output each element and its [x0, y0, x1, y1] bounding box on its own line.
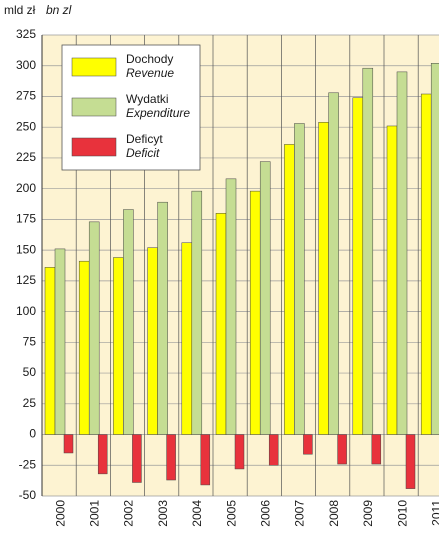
bar: [328, 92, 339, 435]
bar: [386, 125, 398, 435]
y-tick-label: 175: [16, 212, 36, 226]
bar: [97, 434, 108, 475]
bar: [362, 67, 374, 435]
bar: [396, 71, 408, 435]
bar: [294, 123, 305, 435]
x-tick-label: 2000: [53, 500, 67, 527]
bar: [123, 209, 134, 435]
legend-label-en: Deficit: [126, 146, 160, 160]
y-tick-label: 25: [23, 396, 37, 410]
legend-swatch: [71, 137, 117, 157]
legend-label: Deficyt: [126, 132, 163, 146]
bar: [337, 434, 347, 465]
bar: [405, 434, 416, 489]
x-tick-label: 2006: [258, 500, 272, 527]
bar: [430, 63, 439, 435]
legend-swatch: [71, 57, 117, 77]
bar: [54, 248, 66, 435]
bar: [268, 434, 279, 466]
x-tick-label: 2005: [224, 500, 238, 527]
bar: [132, 434, 142, 483]
x-tick-label: 2007: [293, 500, 307, 527]
bar: [44, 267, 56, 435]
y-tick-label: 75: [23, 335, 37, 349]
y-tick-label: 200: [16, 181, 36, 195]
y-axis-label-en: bn zl: [46, 3, 72, 17]
bar: [249, 190, 261, 435]
bar: [181, 242, 193, 435]
legend-swatch: [71, 97, 117, 117]
x-labels: 2000 2001 2002 2003 2004 2005 2006 2007 2008 2009…: [53, 500, 439, 527]
bar: [191, 190, 203, 435]
x-tick-label: 2003: [156, 500, 170, 527]
y-tick-label: 100: [16, 304, 36, 318]
legend-label: Dochody: [126, 52, 173, 66]
y-axis-label: mld zł: [4, 3, 36, 17]
bars: [44, 63, 439, 489]
bar: [88, 221, 100, 435]
y-tick-label: 150: [16, 242, 36, 256]
legend-label-en: Expenditure: [126, 106, 190, 120]
bar: [259, 161, 271, 435]
bar: [113, 257, 124, 435]
bar: [63, 434, 74, 454]
bar: [318, 122, 329, 435]
bar: [200, 434, 211, 486]
bar: [147, 247, 158, 435]
x-tick-label: 2008: [327, 500, 341, 527]
bar: [78, 260, 90, 435]
y-tick-label: 0: [29, 427, 36, 441]
bar: [284, 144, 295, 435]
y-tick-label: -50: [19, 488, 37, 502]
bar: [215, 213, 227, 435]
y-tick-label: 325: [16, 27, 36, 41]
bar: [225, 178, 237, 435]
y-tick-label: 250: [16, 119, 36, 133]
bar: [420, 93, 432, 435]
y-tick-label: 275: [16, 89, 36, 103]
y-tick-label: 50: [23, 365, 37, 379]
bar: [371, 434, 382, 465]
x-tick-label: 2004: [190, 500, 204, 527]
legend-label: Wydatki: [126, 92, 169, 106]
bar: [234, 434, 245, 470]
x-tick-label: 2001: [87, 500, 101, 527]
legend-label-en: Revenue: [126, 66, 174, 80]
y-tick-label: 225: [16, 150, 36, 164]
y-tick-label: 300: [16, 58, 36, 72]
x-tick-label: 2011: [429, 500, 439, 526]
x-tick-label: 2009: [361, 500, 375, 527]
y-tick-label: -25: [19, 457, 37, 471]
bar: [352, 97, 364, 435]
bar: [157, 201, 168, 435]
bar: [303, 434, 313, 455]
y-tick-label: 125: [16, 273, 36, 287]
x-tick-label: 2010: [395, 500, 409, 527]
x-tick-label: 2002: [122, 500, 136, 527]
bar: [166, 434, 176, 481]
